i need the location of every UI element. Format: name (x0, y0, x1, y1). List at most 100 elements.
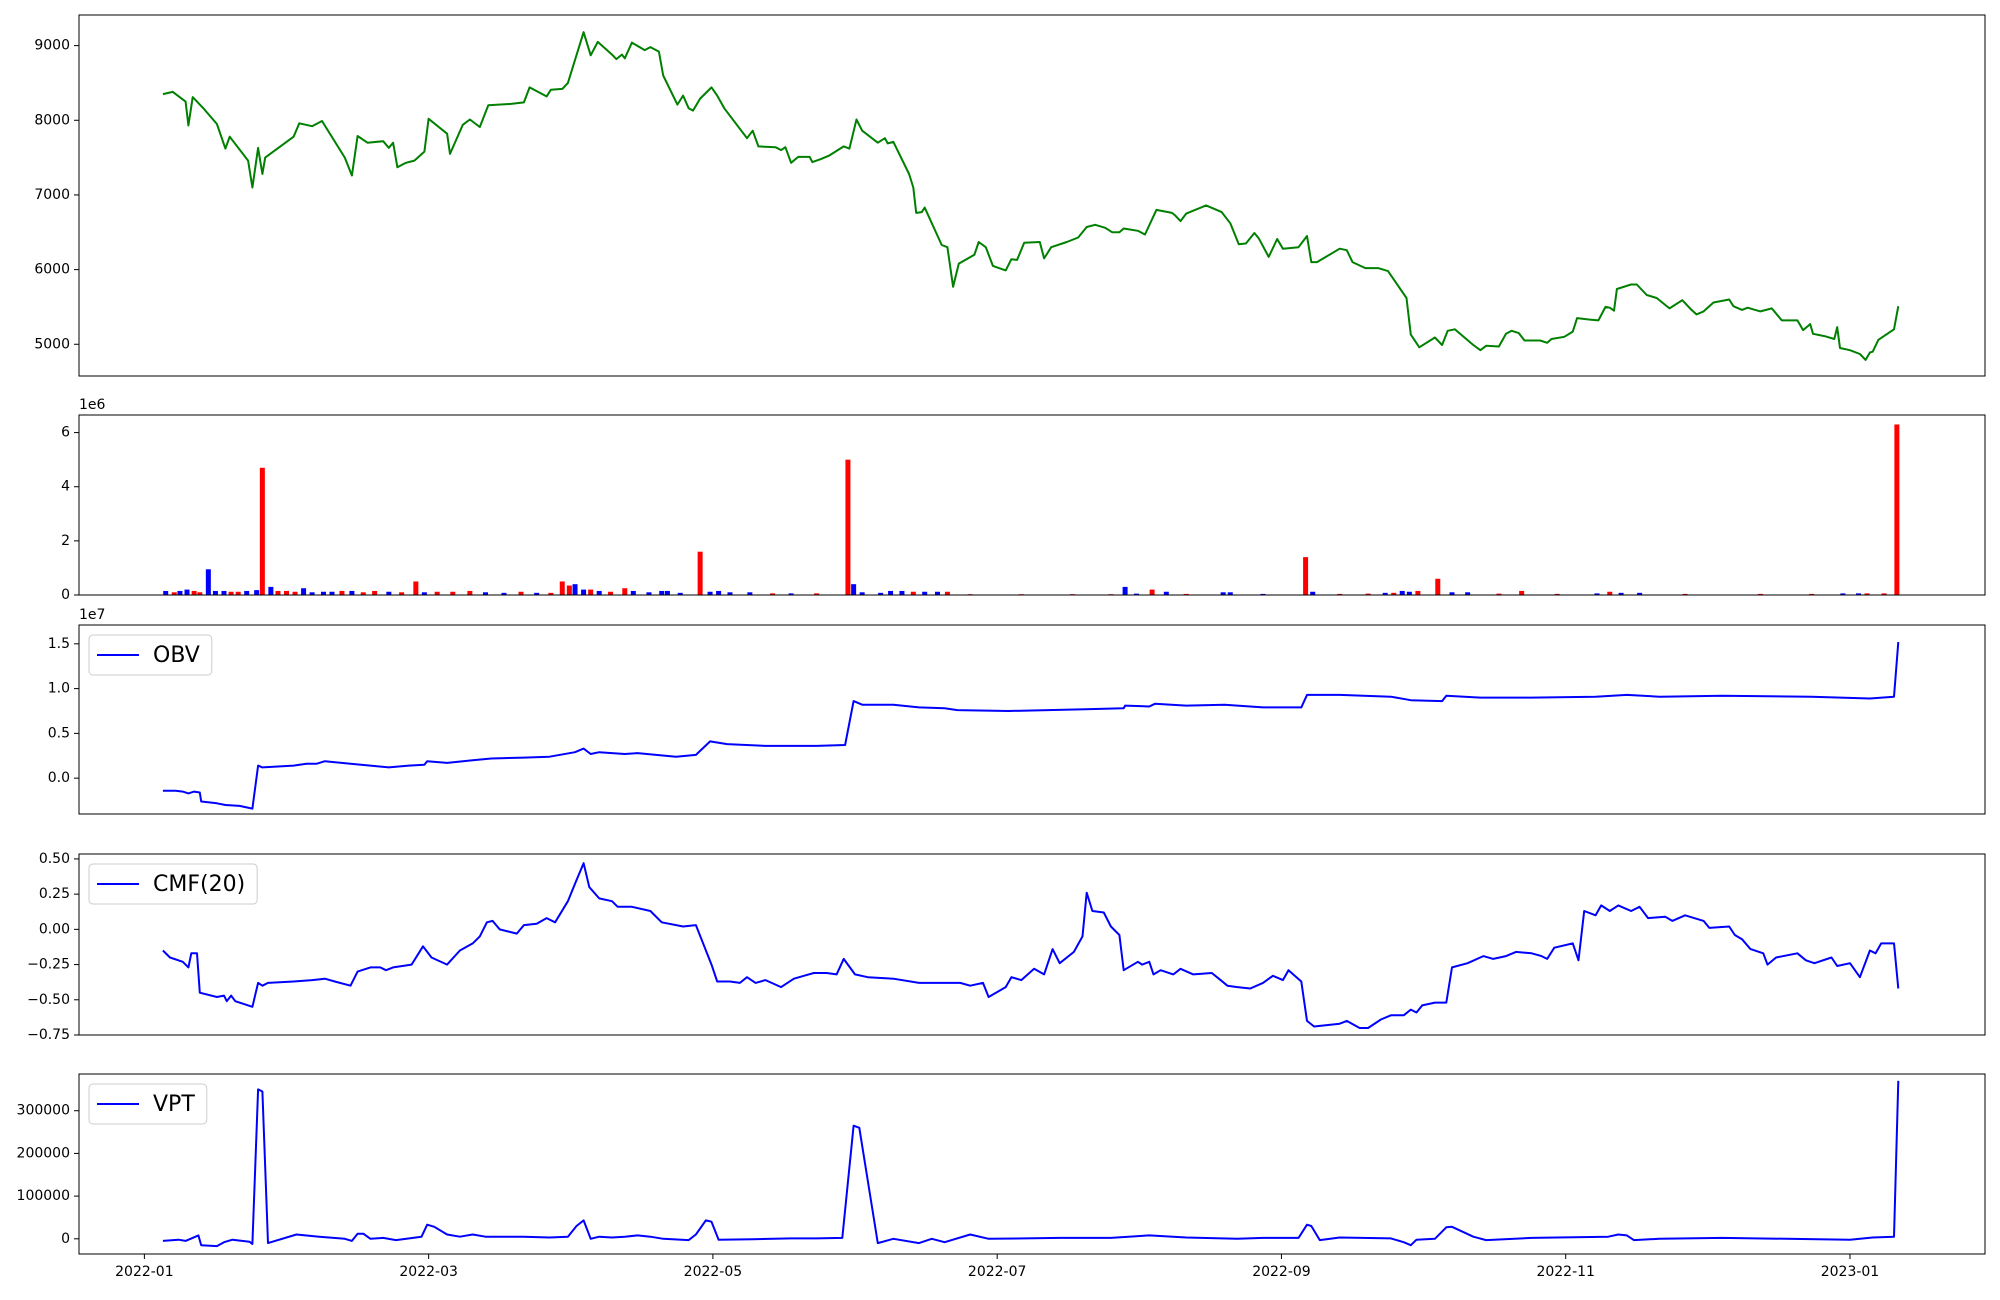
bar (878, 592, 884, 595)
x-tick-label: 2022-01 (115, 1264, 174, 1280)
x-tick-label: 2022-03 (399, 1264, 458, 1280)
y-tick-label: 6 (61, 425, 70, 441)
legend-label: VPT (153, 1092, 195, 1117)
bar (1399, 590, 1405, 595)
bar (1365, 593, 1371, 595)
bar (548, 592, 554, 595)
bar (372, 590, 378, 595)
y-tick-label: 0.00 (39, 921, 70, 937)
bar (845, 459, 851, 595)
bar (329, 591, 335, 595)
bar (259, 467, 265, 595)
bar (922, 591, 928, 595)
bar (228, 591, 234, 595)
bar (659, 590, 665, 595)
y-tick-label: 100000 (17, 1188, 70, 1204)
bar (1682, 593, 1688, 595)
x-tick-label: 2022-11 (1536, 1264, 1595, 1280)
bar (630, 590, 636, 595)
legend-box (88, 634, 213, 676)
bar (1149, 589, 1155, 595)
bar (177, 590, 183, 595)
bar (608, 591, 614, 595)
bar (1391, 592, 1397, 595)
bar (770, 593, 776, 595)
bar (888, 590, 894, 595)
legend-box (88, 1083, 208, 1125)
x-tick-label: 2023-01 (1821, 1264, 1880, 1280)
bar (1133, 593, 1139, 595)
data-line (162, 1080, 1900, 1248)
bar (1260, 593, 1266, 595)
bar (697, 551, 703, 595)
bar (851, 584, 857, 595)
bar (1337, 593, 1343, 595)
offset-label: 1e6 (79, 397, 106, 413)
bar (184, 589, 190, 595)
axes-frame (78, 14, 1986, 377)
y-tick-label: 300000 (17, 1103, 70, 1119)
y-tick-label: 9000 (34, 38, 70, 54)
bar (1303, 557, 1309, 595)
bar (205, 569, 211, 595)
bar (534, 592, 540, 595)
bar (910, 591, 916, 595)
bar (292, 591, 298, 595)
bar (899, 590, 905, 595)
bar (581, 589, 587, 595)
legend-label: CMF(20) (153, 872, 245, 897)
bar (1594, 593, 1600, 595)
bar (716, 590, 722, 595)
bar (622, 588, 628, 595)
bar (1864, 593, 1870, 595)
y-tick-label: 0.25 (39, 886, 70, 902)
bar (275, 590, 281, 595)
bar (386, 591, 392, 595)
bar (559, 581, 565, 595)
bar (501, 592, 507, 595)
bar (450, 591, 456, 595)
bar (747, 592, 753, 595)
bar (1465, 592, 1471, 595)
bar (268, 586, 274, 595)
bar (859, 592, 865, 595)
bar (301, 588, 307, 595)
bar (1840, 593, 1846, 595)
bar (221, 590, 227, 595)
bar (339, 590, 345, 595)
bar (254, 590, 260, 595)
y-tick-label: 6000 (34, 262, 70, 278)
bar (235, 591, 241, 595)
bar (349, 590, 355, 595)
bar (1310, 591, 1316, 595)
bar (1894, 424, 1900, 595)
bar (707, 591, 713, 595)
bar (421, 592, 427, 595)
data-line (162, 641, 1900, 810)
x-tick-label: 2022-05 (684, 1264, 743, 1280)
bar (413, 581, 419, 595)
bar (360, 592, 366, 595)
bar (434, 591, 440, 595)
y-tick-label: 200000 (17, 1145, 70, 1161)
y-tick-label: 0 (61, 1231, 70, 1247)
bar (1519, 590, 1525, 595)
bar (284, 590, 290, 595)
bar (566, 585, 572, 595)
bar (467, 590, 473, 595)
y-tick-label: 1.0 (48, 681, 70, 697)
y-tick-label: 7000 (34, 187, 70, 203)
axes-frame (78, 414, 1986, 596)
bar (212, 590, 218, 595)
y-tick-label: 8000 (34, 112, 70, 128)
y-tick-label: 0.0 (48, 770, 70, 786)
bar (1406, 591, 1412, 595)
axes-frame (78, 853, 1986, 1036)
y-tick-label: 1.5 (48, 636, 70, 652)
bar (518, 591, 524, 595)
y-tick-label: −0.25 (27, 957, 70, 973)
bar (788, 593, 794, 595)
legend-box (88, 863, 258, 905)
